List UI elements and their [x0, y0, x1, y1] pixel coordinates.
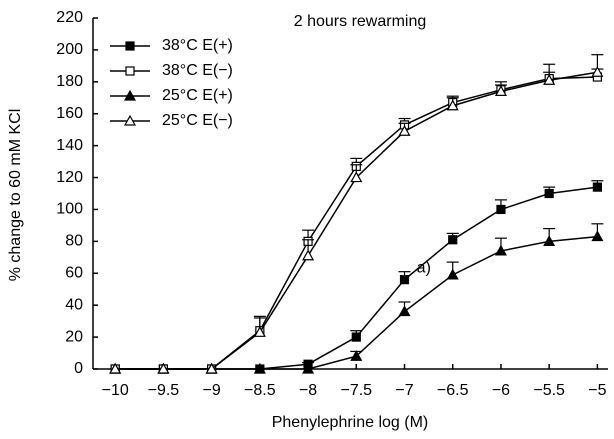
y-tick-label: 120: [56, 169, 83, 186]
data-point: [302, 362, 315, 374]
data-point: [253, 362, 266, 374]
x-axis-label: Phenylephrine log (M): [272, 414, 429, 431]
x-tick-label: −6: [492, 382, 510, 399]
data-point: [448, 235, 458, 245]
series-line: [115, 186, 598, 370]
y-tick-label: 200: [56, 41, 83, 58]
legend-label: 38°C E(−): [162, 62, 233, 79]
chart-title: 2 hours rewarming: [294, 13, 427, 30]
data-point: [351, 332, 361, 342]
legend-label: 25°C E(−): [162, 112, 233, 129]
data-point: [591, 230, 604, 242]
data-point: [205, 362, 218, 374]
x-tick-label: −7: [395, 382, 413, 399]
data-point: [494, 244, 507, 256]
data-point: [446, 99, 459, 111]
x-tick-label: −5.5: [533, 382, 565, 399]
legend-marker: [123, 114, 137, 126]
x-tick-label: −5: [588, 382, 606, 399]
y-tick-label: 60: [65, 264, 83, 281]
legend-label: 38°C E(+): [162, 37, 233, 54]
x-tick-label: −9.5: [148, 382, 180, 399]
data-point: [109, 362, 122, 374]
data-point: [592, 182, 602, 192]
data-point: [398, 125, 411, 136]
data-point: [591, 66, 604, 77]
y-tick-label: 40: [65, 296, 83, 313]
x-tick-label: −9: [202, 382, 220, 399]
x-tick-label: −8.5: [244, 382, 276, 399]
y-tick-label: 20: [65, 328, 83, 345]
y-tick-label: 180: [56, 73, 83, 90]
data-point: [350, 171, 363, 183]
y-tick-label: 140: [56, 137, 83, 154]
data-point: [543, 235, 556, 246]
y-axis-label: % change to 60 mM KCl: [7, 109, 24, 282]
x-tick-label: −8: [299, 382, 317, 399]
data-point: [543, 73, 556, 85]
x-tick-label: −10: [102, 382, 129, 399]
data-point: [496, 204, 506, 215]
data-point: [399, 275, 410, 285]
data-point: [253, 326, 266, 337]
legend-label: 25°C E(+): [162, 87, 233, 104]
data-point: [350, 350, 363, 361]
data-point: [398, 305, 411, 317]
data-point: [446, 268, 459, 280]
data-point: [157, 362, 170, 374]
data-point: [302, 249, 315, 261]
legend-marker: [125, 41, 135, 51]
x-tick-label: −6.5: [437, 382, 469, 399]
y-tick-label: 80: [65, 233, 83, 250]
legend-marker: [123, 89, 137, 101]
y-tick-label: 0: [74, 360, 83, 377]
x-tick-label: −7.5: [340, 382, 372, 399]
annotation: a): [417, 260, 431, 277]
data-point: [494, 85, 507, 96]
series-line: [115, 235, 598, 370]
y-tick-label: 100: [56, 201, 83, 218]
y-tick-label: 160: [56, 105, 83, 122]
legend-marker: [125, 66, 135, 76]
y-tick-label: 220: [56, 9, 83, 26]
data-point: [544, 188, 554, 199]
